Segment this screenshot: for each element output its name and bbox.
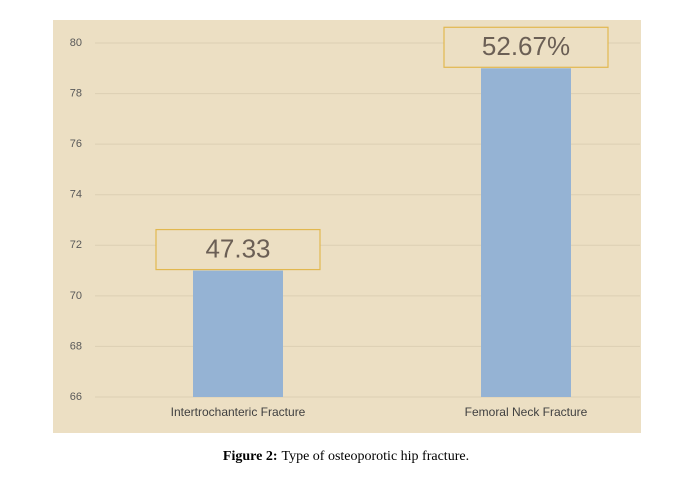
plot: 66 68 70 72 74 76 78 80 Intertrochanteric Fractu… bbox=[70, 26, 640, 419]
y-tick-label: 66 bbox=[70, 391, 82, 403]
annotation-box bbox=[443, 26, 609, 68]
caption: Figure 2: Type of osteoporotic hip fractu… bbox=[223, 449, 469, 464]
annotation: 47.33 bbox=[205, 233, 270, 263]
annotation: 52.67% bbox=[482, 31, 570, 61]
caption-label: Figure 2: bbox=[223, 449, 278, 464]
x-tick-label: Femoral Neck Fracture bbox=[465, 405, 588, 419]
y-tick-label: 76 bbox=[70, 138, 82, 150]
y-tick-label: 80 bbox=[70, 37, 82, 49]
caption-text: Type of osteoporotic hip fracture. bbox=[282, 449, 470, 464]
bar bbox=[481, 68, 571, 398]
y-tick-label: 72 bbox=[70, 239, 82, 251]
y-tick-label: 70 bbox=[70, 290, 82, 302]
y-tick-label: 74 bbox=[70, 189, 82, 201]
bar bbox=[193, 270, 283, 397]
annotation-box bbox=[155, 228, 321, 271]
x-tick-label: Intertrochanteric Fracture bbox=[171, 405, 306, 419]
y-tick-label: 78 bbox=[70, 87, 82, 99]
y-tick-label: 68 bbox=[70, 340, 82, 352]
